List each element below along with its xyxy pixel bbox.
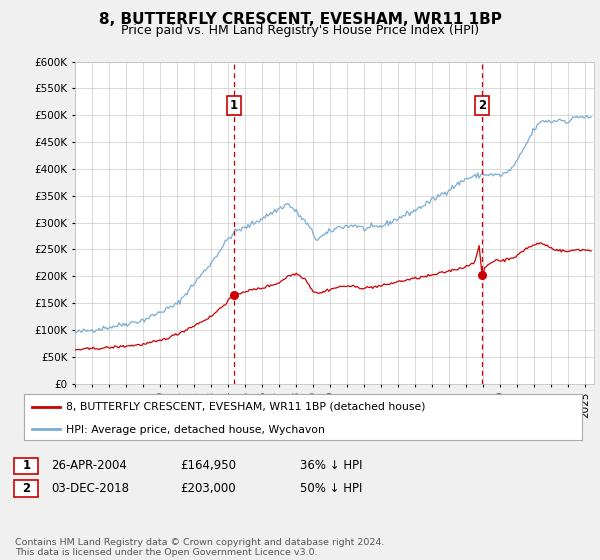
Text: 8, BUTTERFLY CRESCENT, EVESHAM, WR11 1BP (detached house): 8, BUTTERFLY CRESCENT, EVESHAM, WR11 1BP… [66,402,425,412]
Text: 2: 2 [22,482,31,495]
Text: Contains HM Land Registry data © Crown copyright and database right 2024.
This d: Contains HM Land Registry data © Crown c… [15,538,385,557]
Text: 03-DEC-2018: 03-DEC-2018 [51,482,129,495]
Text: HPI: Average price, detached house, Wychavon: HPI: Average price, detached house, Wych… [66,425,325,435]
Text: 26-APR-2004: 26-APR-2004 [51,459,127,473]
Text: 8, BUTTERFLY CRESCENT, EVESHAM, WR11 1BP: 8, BUTTERFLY CRESCENT, EVESHAM, WR11 1BP [98,12,502,27]
Text: £203,000: £203,000 [180,482,236,495]
Text: Price paid vs. HM Land Registry's House Price Index (HPI): Price paid vs. HM Land Registry's House … [121,24,479,37]
Text: 1: 1 [22,459,31,473]
Text: 36% ↓ HPI: 36% ↓ HPI [300,459,362,473]
Text: £164,950: £164,950 [180,459,236,473]
Text: 2: 2 [478,99,486,111]
Text: 1: 1 [230,99,238,111]
Text: 50% ↓ HPI: 50% ↓ HPI [300,482,362,495]
